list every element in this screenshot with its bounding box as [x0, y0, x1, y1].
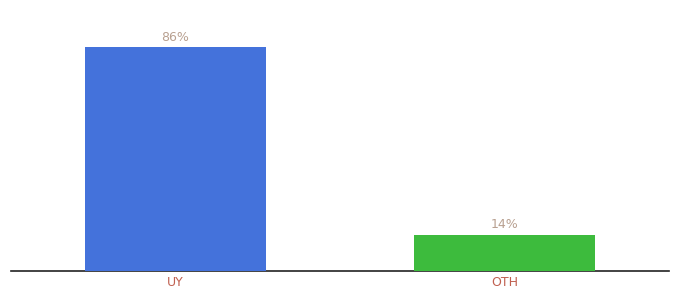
Text: 14%: 14%	[490, 218, 518, 231]
Bar	[85, 47, 266, 271]
Bar	[414, 235, 595, 271]
Text: 86%: 86%	[162, 31, 190, 44]
